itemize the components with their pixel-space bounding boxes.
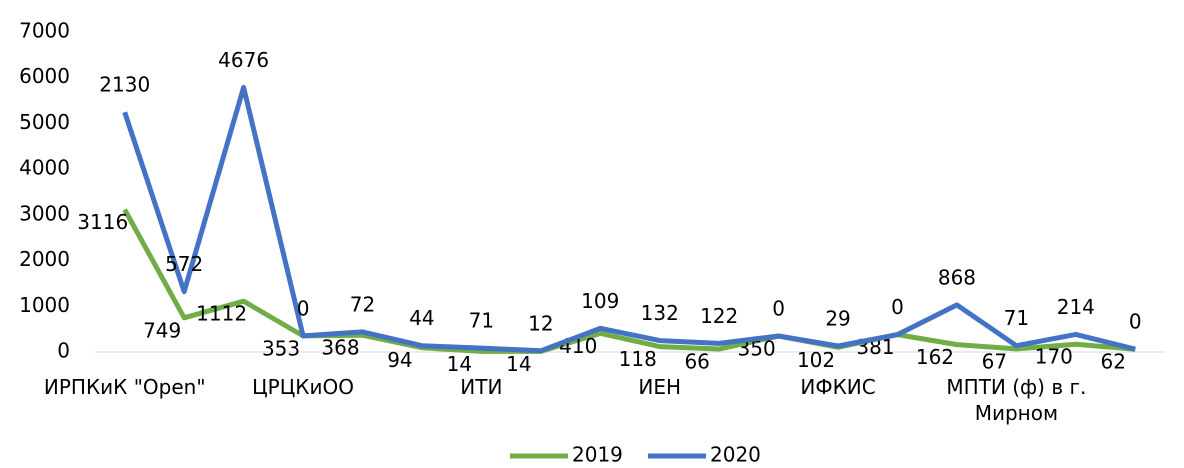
x-tick-label: ИТИ bbox=[460, 375, 503, 399]
data-label: 162 bbox=[916, 345, 954, 369]
data-label: 214 bbox=[1057, 295, 1095, 319]
line-series bbox=[122, 84, 1136, 354]
x-tick-label: ИФКИС bbox=[800, 375, 876, 399]
data-label: 62 bbox=[1101, 350, 1126, 374]
data-label: 118 bbox=[619, 347, 657, 371]
data-label: 170 bbox=[1035, 345, 1073, 369]
data-label: 66 bbox=[684, 349, 709, 373]
data-label: 14 bbox=[506, 352, 531, 376]
data-label: 1112 bbox=[196, 302, 247, 326]
y-tick-label: 6000 bbox=[19, 64, 70, 88]
data-label: 868 bbox=[938, 265, 976, 289]
x-tick-label: ИЕН bbox=[638, 375, 682, 399]
legend-label: 2020 bbox=[710, 443, 761, 467]
data-label: 572 bbox=[165, 252, 203, 276]
data-label: 0 bbox=[772, 297, 785, 321]
data-label: 353 bbox=[262, 336, 300, 360]
y-tick-label: 4000 bbox=[19, 156, 70, 180]
data-label: 3116 bbox=[77, 210, 128, 234]
y-tick-label: 7000 bbox=[19, 19, 70, 43]
legend-label: 2019 bbox=[572, 443, 623, 467]
data-label: 4676 bbox=[218, 48, 269, 72]
data-label: 109 bbox=[581, 289, 619, 313]
y-tick-label: 1000 bbox=[19, 293, 70, 317]
data-label: 72 bbox=[350, 292, 375, 316]
data-label: 44 bbox=[409, 306, 434, 330]
line-series bbox=[122, 208, 1136, 354]
data-label: 94 bbox=[387, 348, 412, 372]
data-label: 71 bbox=[1004, 306, 1029, 330]
y-tick-label: 2000 bbox=[19, 247, 70, 271]
y-tick-label: 5000 bbox=[19, 110, 70, 134]
data-label: 132 bbox=[641, 301, 679, 325]
data-label: 122 bbox=[700, 304, 738, 328]
data-label: 12 bbox=[528, 311, 553, 335]
y-tick-label: 0 bbox=[57, 339, 70, 363]
x-tick-label: МПТИ (ф) в г. Мирном bbox=[946, 375, 1087, 425]
y-tick-label: 3000 bbox=[19, 201, 70, 225]
data-label: 67 bbox=[982, 349, 1007, 373]
data-label: 0 bbox=[1129, 310, 1142, 334]
data-label: 0 bbox=[891, 295, 904, 319]
data-label: 71 bbox=[469, 309, 494, 333]
data-label: 368 bbox=[321, 336, 359, 360]
x-tick-label: ЦРЦКиОО bbox=[252, 375, 354, 399]
data-label: 2130 bbox=[99, 73, 150, 97]
data-label: 749 bbox=[143, 318, 181, 342]
data-label: 29 bbox=[825, 307, 850, 331]
data-label: 102 bbox=[797, 348, 835, 372]
data-label: 0 bbox=[297, 296, 310, 320]
data-label: 14 bbox=[447, 352, 472, 376]
x-tick-label: ИРПКиК "Open" bbox=[43, 375, 206, 399]
